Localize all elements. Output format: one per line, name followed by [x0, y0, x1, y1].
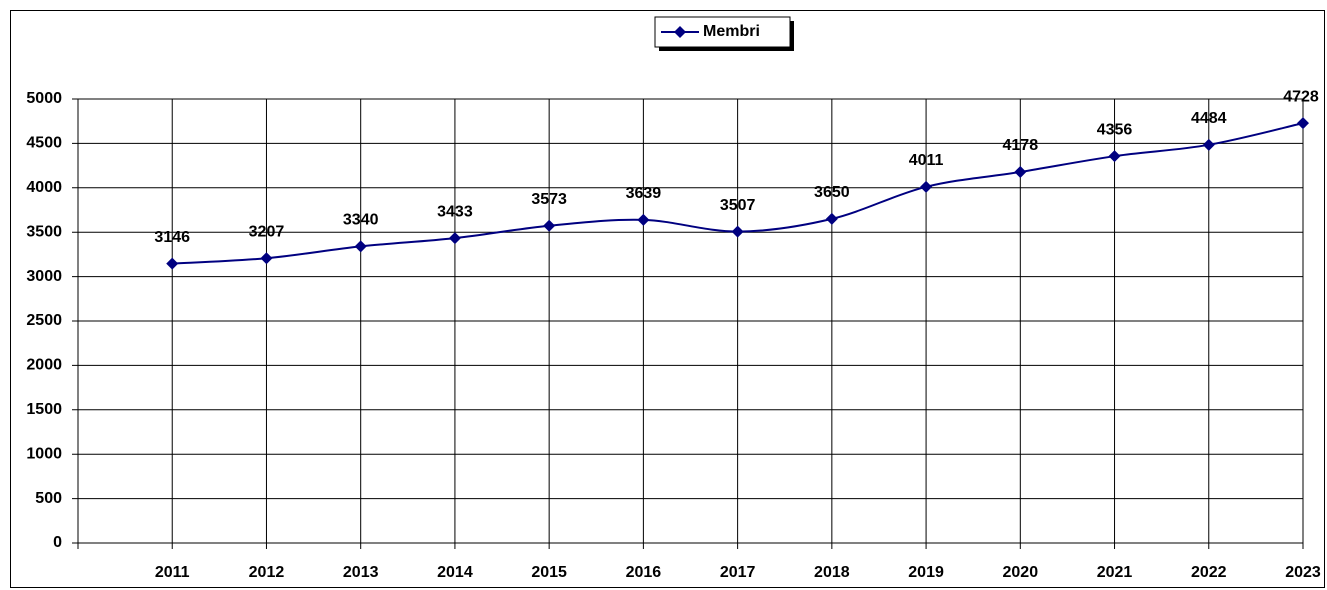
x-tick-label: 2015 — [531, 564, 567, 581]
y-tick-label: 3000 — [26, 268, 62, 285]
marker — [1202, 138, 1215, 151]
x-tick-label: 2021 — [1097, 564, 1133, 581]
x-tick-label: 2018 — [814, 564, 850, 581]
y-tick-label: 3500 — [26, 223, 62, 240]
y-tick-label: 4000 — [26, 179, 62, 196]
x-tick-label: 2022 — [1191, 564, 1227, 581]
y-tick-label: 0 — [53, 534, 62, 551]
marker — [1297, 117, 1309, 130]
marker — [637, 213, 650, 226]
chart-border — [10, 10, 1325, 588]
y-tick-label: 2000 — [26, 357, 62, 374]
y-tick-label: 1500 — [26, 401, 62, 418]
marker — [1014, 165, 1027, 178]
marker — [1108, 150, 1121, 163]
data-label: 4484 — [1191, 110, 1227, 127]
data-label: 3146 — [154, 229, 190, 246]
marker — [543, 219, 556, 232]
data-label: 3340 — [343, 212, 379, 229]
x-tick-label: 2016 — [626, 564, 662, 581]
legend-marker — [674, 26, 686, 38]
y-tick-label: 2500 — [26, 312, 62, 329]
x-tick-label: 2020 — [1003, 564, 1039, 581]
x-tick-label: 2019 — [908, 564, 944, 581]
data-label: 4011 — [909, 152, 944, 169]
x-tick-label: 2017 — [720, 564, 756, 581]
legend-label: Membri — [703, 23, 760, 40]
x-tick-label: 2014 — [437, 564, 473, 581]
data-label: 4728 — [1283, 88, 1319, 105]
y-tick-label: 1000 — [26, 445, 62, 462]
marker — [354, 240, 367, 253]
x-tick-label: 2011 — [155, 564, 190, 581]
marker — [920, 180, 933, 193]
x-tick-label: 2013 — [343, 564, 379, 581]
data-label: 3507 — [720, 197, 756, 214]
marker — [731, 225, 744, 238]
marker — [448, 232, 461, 245]
y-tick-label: 500 — [35, 490, 62, 507]
data-label: 3433 — [437, 203, 473, 220]
data-label: 3207 — [249, 223, 285, 240]
data-label: 4178 — [1003, 137, 1039, 154]
marker — [166, 257, 179, 270]
x-tick-label: 2023 — [1285, 564, 1321, 581]
data-label: 3573 — [531, 191, 567, 208]
y-tick-label: 5000 — [26, 90, 62, 107]
y-tick-label: 4500 — [26, 135, 62, 152]
x-tick-label: 2012 — [249, 564, 285, 581]
marker — [825, 212, 838, 225]
data-label: 3650 — [814, 184, 850, 201]
marker — [260, 252, 273, 265]
data-label: 3639 — [626, 185, 662, 202]
data-label: 4356 — [1097, 121, 1133, 138]
